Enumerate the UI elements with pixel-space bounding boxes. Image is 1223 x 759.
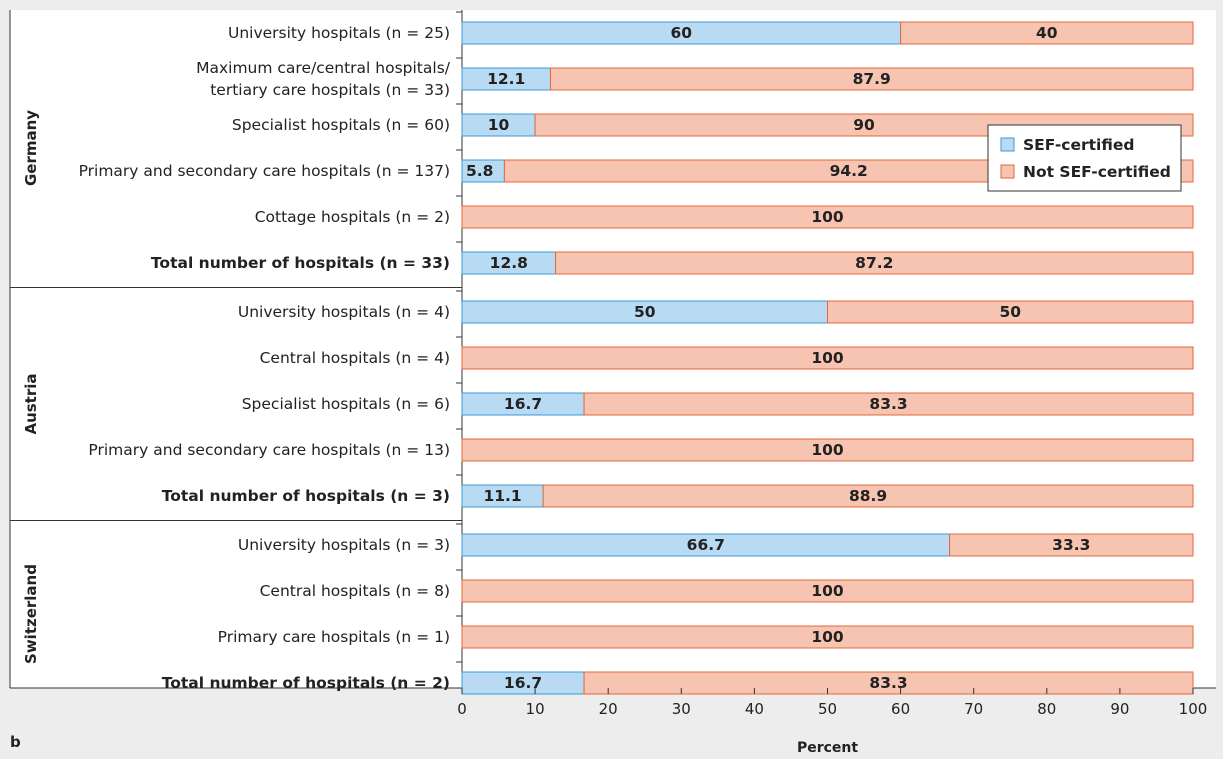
category-label: Cottage hospitals (n = 2) — [255, 208, 450, 226]
data-label-sef-certified: 16.7 — [504, 395, 542, 413]
data-label-not-sef-certified: 83.3 — [869, 674, 907, 692]
x-tick-label: 30 — [672, 700, 691, 718]
category-label: Specialist hospitals (n = 6) — [242, 395, 450, 413]
category-label: Central hospitals (n = 8) — [260, 582, 450, 600]
x-tick-label: 60 — [891, 700, 910, 718]
legend-swatch-not-sef-certified — [1000, 164, 1015, 179]
bar-not-sef-certified — [461, 625, 1194, 649]
panel-label: b — [10, 733, 21, 751]
data-label-sef-certified: 5.8 — [466, 162, 493, 180]
legend-swatch-sef-certified — [1000, 137, 1015, 152]
data-label-not-sef-certified: 100 — [811, 349, 844, 367]
bar-not-sef-certified — [461, 579, 1194, 603]
bar-not-sef-certified — [555, 251, 1194, 275]
x-tick-label: 0 — [457, 700, 467, 718]
x-tick-label: 40 — [745, 700, 764, 718]
category-label: Primary care hospitals (n = 1) — [218, 628, 450, 646]
group-label-austria: Austria — [22, 373, 40, 434]
category-label: Total number of hospitals (n = 2) — [162, 674, 450, 692]
group-label-germany: Germany — [22, 110, 40, 186]
data-label-sef-certified: 50 — [634, 303, 656, 321]
category-label: Specialist hospitals (n = 60) — [232, 116, 450, 134]
data-label-not-sef-certified: 87.2 — [855, 254, 893, 272]
data-label-not-sef-certified: 100 — [811, 582, 844, 600]
x-tick-label: 50 — [818, 700, 837, 718]
x-tick-label: 20 — [599, 700, 618, 718]
data-label-not-sef-certified: 87.9 — [853, 70, 891, 88]
data-label-not-sef-certified: 100 — [811, 628, 844, 646]
category-label: University hospitals (n = 3) — [238, 536, 450, 554]
data-label-sef-certified: 12.8 — [490, 254, 528, 272]
legend-label-not-sef-certified: Not SEF-certified — [1023, 163, 1171, 181]
data-label-not-sef-certified: 33.3 — [1052, 536, 1090, 554]
category-label: Total number of hospitals (n = 3) — [162, 487, 450, 505]
category-label: Maximum care/central hospitals/ — [196, 59, 451, 77]
group-label-switzerland: Switzerland — [22, 564, 40, 664]
bar-not-sef-certified — [461, 438, 1194, 462]
bar-not-sef-certified — [542, 484, 1194, 508]
category-label: University hospitals (n = 25) — [228, 24, 450, 42]
bar-not-sef-certified — [949, 533, 1194, 557]
category-label: Primary and secondary care hospitals (n … — [88, 441, 450, 459]
data-label-not-sef-certified: 50 — [999, 303, 1021, 321]
bar-not-sef-certified — [827, 300, 1194, 324]
x-tick-label: 100 — [1179, 700, 1208, 718]
bar-not-sef-certified — [461, 205, 1194, 229]
data-label-not-sef-certified: 90 — [853, 116, 875, 134]
category-label: University hospitals (n = 4) — [238, 303, 450, 321]
x-tick-label: 10 — [526, 700, 545, 718]
x-axis-title: Percent — [797, 740, 858, 756]
legend-label-sef-certified: SEF-certified — [1023, 136, 1134, 154]
category-label: Total number of hospitals (n = 33) — [151, 254, 450, 272]
data-label-not-sef-certified: 100 — [811, 208, 844, 226]
data-label-sef-certified: 11.1 — [483, 487, 521, 505]
data-label-not-sef-certified: 40 — [1036, 24, 1058, 42]
legend — [987, 124, 1182, 192]
data-label-sef-certified: 60 — [671, 24, 693, 42]
x-tick-label: 70 — [964, 700, 983, 718]
bar-not-sef-certified — [549, 67, 1194, 91]
category-label: tertiary care hospitals (n = 33) — [210, 81, 450, 99]
bar-not-sef-certified — [900, 21, 1194, 45]
data-label-not-sef-certified: 100 — [811, 441, 844, 459]
data-label-not-sef-certified: 83.3 — [869, 395, 907, 413]
data-label-not-sef-certified: 94.2 — [830, 162, 868, 180]
category-label: Central hospitals (n = 4) — [260, 349, 450, 367]
data-label-not-sef-certified: 88.9 — [849, 487, 887, 505]
x-tick-label: 90 — [1110, 700, 1129, 718]
bar-not-sef-certified — [583, 392, 1194, 416]
category-label: Primary and secondary care hospitals (n … — [79, 162, 450, 180]
data-label-sef-certified: 16.7 — [504, 674, 542, 692]
data-label-sef-certified: 66.7 — [687, 536, 725, 554]
x-tick-label: 80 — [1037, 700, 1056, 718]
bar-not-sef-certified — [461, 346, 1194, 370]
data-label-sef-certified: 10 — [488, 116, 510, 134]
bar-not-sef-certified — [583, 671, 1194, 695]
data-label-sef-certified: 12.1 — [487, 70, 525, 88]
